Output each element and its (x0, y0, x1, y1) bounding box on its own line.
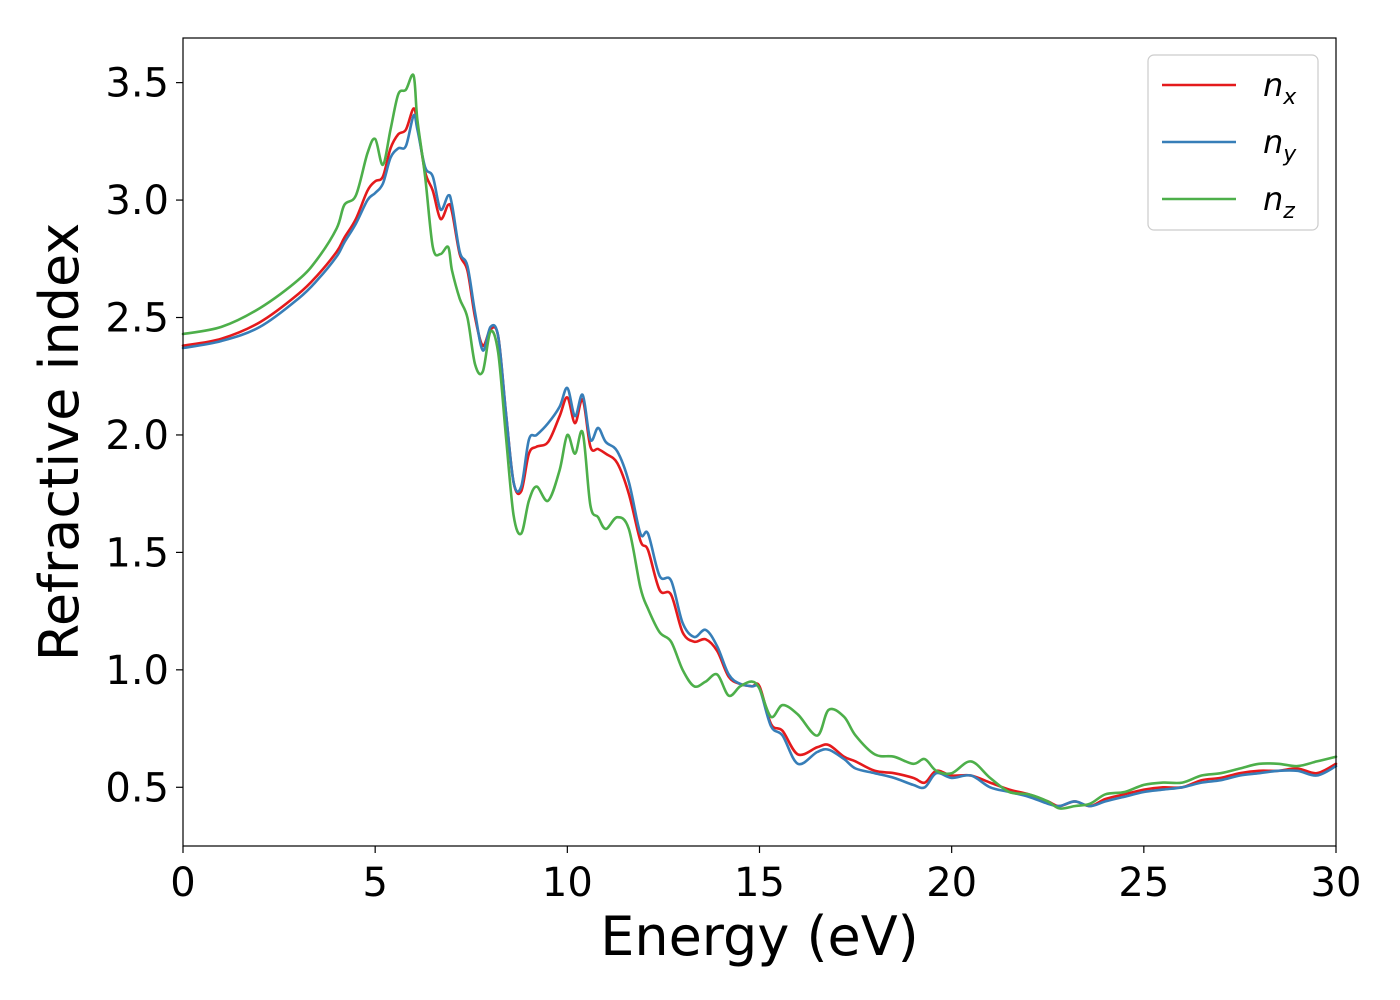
x-tick-label: 0 (170, 860, 195, 906)
x-axis-title: Energy (eV) (600, 905, 919, 968)
y-axis-title: Refractive index (28, 223, 91, 662)
x-axis: 0 5 10 15 20 25 30 (170, 846, 1361, 906)
series-line-z (181, 73, 1338, 810)
series-line-y (181, 113, 1338, 808)
y-axis: 0.5 1.0 1.5 2.0 2.5 3.0 3.5 (105, 61, 183, 811)
x-tick-label: 5 (362, 860, 387, 906)
x-tick-label: 10 (542, 860, 593, 906)
y-tick-label: 3.5 (105, 61, 169, 107)
y-tick-label: 2.5 (105, 296, 169, 342)
y-tick-label: 3.0 (105, 178, 169, 224)
y-tick-label: 1.5 (105, 530, 169, 576)
y-tick-label: 0.5 (105, 765, 169, 811)
series-layer (181, 73, 1338, 810)
x-tick-label: 30 (1311, 860, 1362, 906)
x-tick-label: 15 (734, 860, 785, 906)
plot-area (183, 38, 1336, 846)
x-tick-label: 20 (926, 860, 977, 906)
y-tick-label: 1.0 (105, 648, 169, 694)
x-tick-label: 25 (1118, 860, 1169, 906)
y-tick-label: 2.0 (105, 413, 169, 459)
